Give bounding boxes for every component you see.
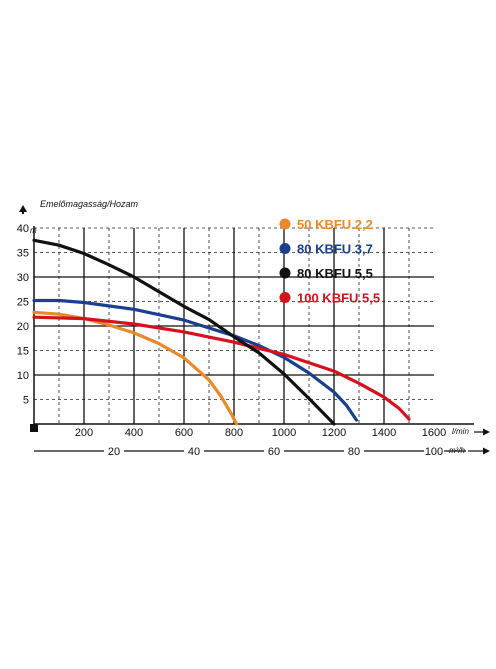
x2-tick-label: 80 — [348, 446, 360, 458]
y-tick-label: 15 — [17, 346, 29, 358]
x-tick-labels: 200 400 600 800 1000 1200 1400 1600 — [75, 427, 446, 439]
x2-tick-bg — [104, 444, 124, 457]
x-tick-label: 1600 — [422, 427, 446, 439]
x2-tick-bg — [344, 444, 364, 457]
legend-marker — [279, 218, 291, 230]
x-axis-arrow-icon — [483, 428, 490, 436]
y-tick-label: 20 — [17, 321, 29, 333]
x2-tick-label: 40 — [188, 446, 200, 458]
x2-tick-label: 60 — [268, 446, 280, 458]
legend-marker — [279, 267, 291, 279]
legend-label: 50 KBFU 2,2 — [297, 217, 373, 232]
x2-axis-arrow-icon — [483, 447, 490, 455]
x2-tick-label: 100 — [425, 446, 443, 458]
x-tick-label: 600 — [175, 427, 193, 439]
y-tick-labels: 5 10 15 20 25 30 35 40 — [17, 223, 29, 407]
x-tick-label: 800 — [225, 427, 243, 439]
origin-marker — [30, 424, 38, 432]
legend-label: 80 KBFU 5,5 — [297, 266, 373, 281]
x2-tick-bg — [184, 444, 204, 457]
x-tick-label: 1400 — [372, 427, 396, 439]
y-axis-label: Emelőmagasság/Hozam — [40, 199, 139, 209]
x2-axis-unit: m³/h — [449, 446, 466, 455]
y-tick-label: 30 — [17, 272, 29, 284]
grid — [33, 226, 474, 425]
y-tick-label: 35 — [17, 248, 29, 260]
secondary-x-axis: 20 40 60 80 100 — [34, 444, 466, 458]
x-axis-unit: l/min — [452, 427, 469, 436]
y-axis-arrow-icon — [19, 205, 27, 212]
y-tick-label: 25 — [17, 297, 29, 309]
series-line — [32, 310, 239, 426]
x-tick-label: 200 — [75, 427, 93, 439]
curves — [32, 238, 411, 426]
series-line — [32, 238, 336, 426]
legend-marker — [279, 292, 291, 303]
x-tick-label: 1200 — [322, 427, 346, 439]
x-tick-label: 400 — [125, 427, 143, 439]
y-tick-label: 5 — [23, 395, 29, 407]
legend: 50 KBFU 2,2 80 KBFU 3,7 80 KBFU 5,5 100 KBF… — [279, 217, 380, 306]
x-tick-label: 1000 — [272, 427, 296, 439]
x2-tick-bg — [424, 444, 444, 457]
legend-marker — [279, 243, 291, 254]
x2-tick-bg — [264, 444, 284, 457]
y-tick-label: 40 — [17, 223, 29, 235]
legend-label: 80 KBFU 3,7 — [297, 242, 373, 257]
x2-tick-label: 20 — [108, 446, 120, 458]
legend-label: 100 KBFU 5,5 — [297, 291, 380, 306]
y-tick-label: 10 — [17, 370, 29, 382]
series-line — [32, 315, 411, 421]
series-line — [32, 298, 359, 422]
